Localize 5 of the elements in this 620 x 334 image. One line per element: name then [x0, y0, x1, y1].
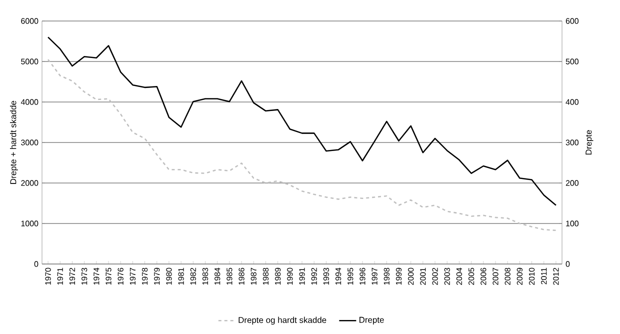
y2-axis-title: Drepte — [586, 130, 594, 155]
legend-label: Drepte — [360, 316, 384, 325]
y-axis-title: Drepte + hardt skadde — [10, 100, 18, 184]
legend-label: Drepte og hardt skadde — [238, 316, 326, 325]
line-series — [47, 36, 557, 206]
